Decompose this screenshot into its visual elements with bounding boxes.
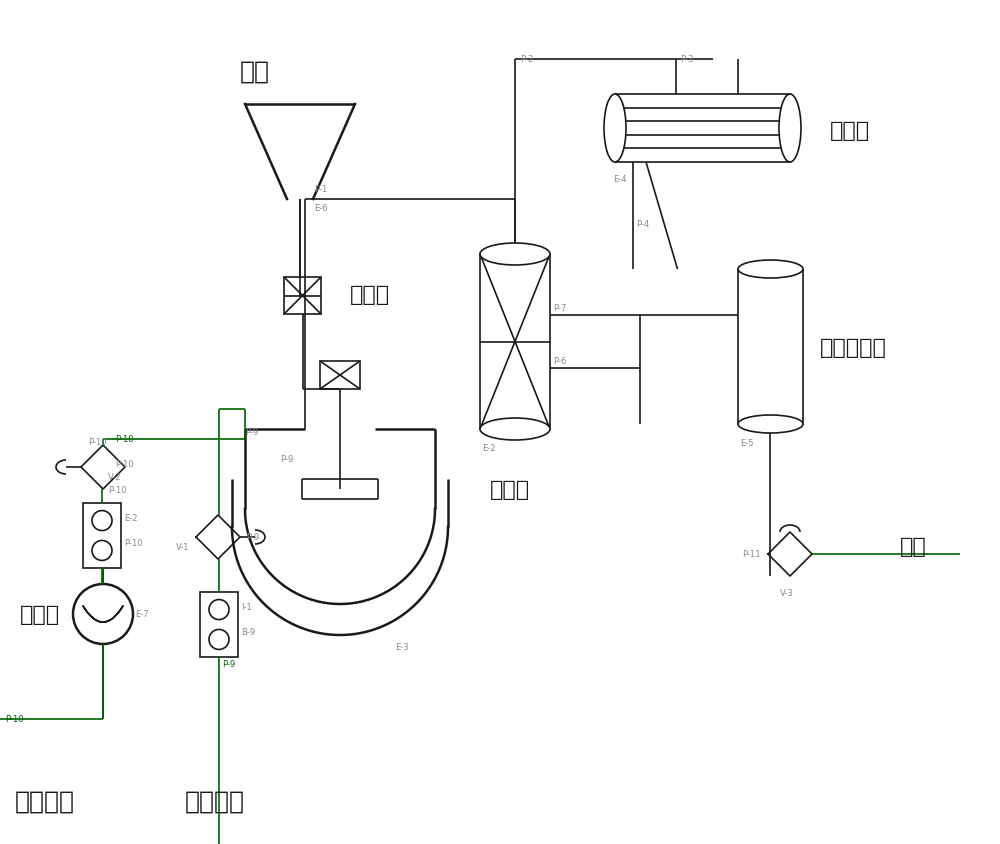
Circle shape — [73, 584, 133, 644]
Bar — [615, 95, 790, 163]
Text: E-3: E-3 — [395, 642, 409, 652]
Text: P-9: P-9 — [280, 454, 293, 463]
Text: E-4: E-4 — [613, 175, 626, 184]
Text: P-10: P-10 — [124, 538, 143, 548]
Text: P-9: P-9 — [245, 428, 258, 436]
Text: P-1: P-1 — [314, 185, 327, 194]
Text: P-10: P-10 — [5, 714, 24, 723]
Text: 酯化釜: 酯化釜 — [490, 479, 530, 500]
Ellipse shape — [738, 415, 803, 434]
Ellipse shape — [738, 261, 803, 279]
Text: B-9: B-9 — [241, 627, 255, 636]
Ellipse shape — [779, 95, 801, 163]
Text: E-2: E-2 — [124, 513, 138, 522]
Text: I-1: I-1 — [241, 603, 252, 611]
Ellipse shape — [604, 95, 626, 163]
Text: P-2: P-2 — [520, 55, 533, 64]
Text: E-5: E-5 — [740, 439, 754, 447]
Text: P-10: P-10 — [108, 485, 127, 495]
Text: 排水: 排水 — [900, 537, 927, 556]
Circle shape — [92, 541, 112, 560]
Text: P-10: P-10 — [88, 437, 107, 446]
Text: P-11: P-11 — [742, 549, 761, 559]
Text: V-3: V-3 — [780, 588, 794, 598]
Text: P-6: P-6 — [553, 356, 566, 365]
Text: P-9: P-9 — [222, 659, 235, 668]
Text: V-1: V-1 — [176, 543, 190, 551]
Text: 二次补醇: 二次补醇 — [15, 789, 75, 813]
Circle shape — [92, 511, 112, 531]
Ellipse shape — [480, 244, 550, 266]
Text: 加热器: 加热器 — [20, 604, 60, 625]
Bar — [83, 503, 121, 568]
Bar — [320, 361, 360, 390]
Text: V-2: V-2 — [108, 473, 122, 481]
Text: P-10: P-10 — [115, 459, 134, 468]
Text: E-2: E-2 — [482, 443, 496, 452]
Text: 酸酄: 酸酄 — [240, 60, 270, 84]
Ellipse shape — [480, 419, 550, 441]
Text: 冷凝器: 冷凝器 — [830, 121, 870, 141]
Text: E-7: E-7 — [135, 609, 149, 619]
Bar — [200, 592, 238, 657]
Bar — [738, 270, 803, 425]
Text: P-7: P-7 — [553, 304, 566, 313]
Text: E-6: E-6 — [314, 203, 328, 213]
Text: P-10: P-10 — [115, 435, 134, 443]
Text: 一次加醇: 一次加醇 — [185, 789, 245, 813]
Text: P-4: P-4 — [636, 219, 649, 229]
Text: P-3: P-3 — [680, 55, 693, 64]
Text: 酯化塔: 酯化塔 — [350, 284, 390, 305]
Circle shape — [209, 600, 229, 619]
Bar — [284, 278, 321, 315]
Bar — [480, 255, 550, 430]
Text: 醇水分离罐: 醇水分离罐 — [820, 337, 887, 357]
Circle shape — [209, 630, 229, 650]
Text: P-9: P-9 — [246, 533, 259, 541]
